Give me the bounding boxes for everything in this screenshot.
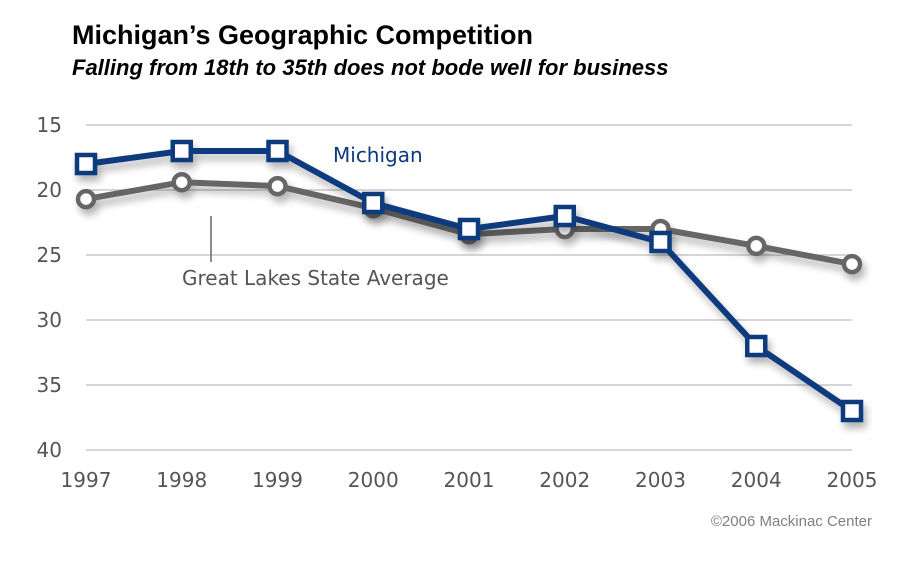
data-point [75,188,97,210]
data-point [267,175,288,197]
y-tick-label: 15 [37,113,62,137]
x-tick-label: 1997 [61,468,112,492]
data-point [841,253,863,275]
data-point [553,204,576,228]
series-label-great-lakes: Great Lakes State Average [182,266,449,290]
chart-title: Michigan’s Geographic Competition [72,20,534,50]
x-tick-label: 2001 [444,468,495,492]
series-label-michigan: Michigan [333,143,423,167]
data-point [362,191,385,215]
data-point [74,152,98,176]
x-tick-label: 2002 [539,468,590,492]
y-tick-label: 40 [37,438,62,462]
x-tick-label: 2005 [827,468,878,492]
x-tick-label: 1999 [252,468,303,492]
x-tick-label: 2004 [731,468,782,492]
series-michigan [74,139,864,423]
data-point [746,235,767,257]
data-point [171,171,192,193]
data-point [649,230,672,254]
y-tick-label: 20 [37,178,62,202]
x-tick-label: 2000 [348,468,399,492]
data-point [745,334,768,358]
data-point [457,217,481,241]
y-tick-label: 30 [37,308,62,332]
chart-subtitle: Falling from 18th to 35th does not bode … [72,55,669,80]
x-tick-label: 2003 [635,468,686,492]
y-tick-label: 35 [37,373,62,397]
y-tick-label: 25 [37,243,62,267]
credit: ©2006 Mackinac Center [710,513,872,530]
x-tick-label: 1998 [156,468,207,492]
data-point [266,139,289,163]
data-point [170,139,193,163]
data-point [840,399,864,423]
